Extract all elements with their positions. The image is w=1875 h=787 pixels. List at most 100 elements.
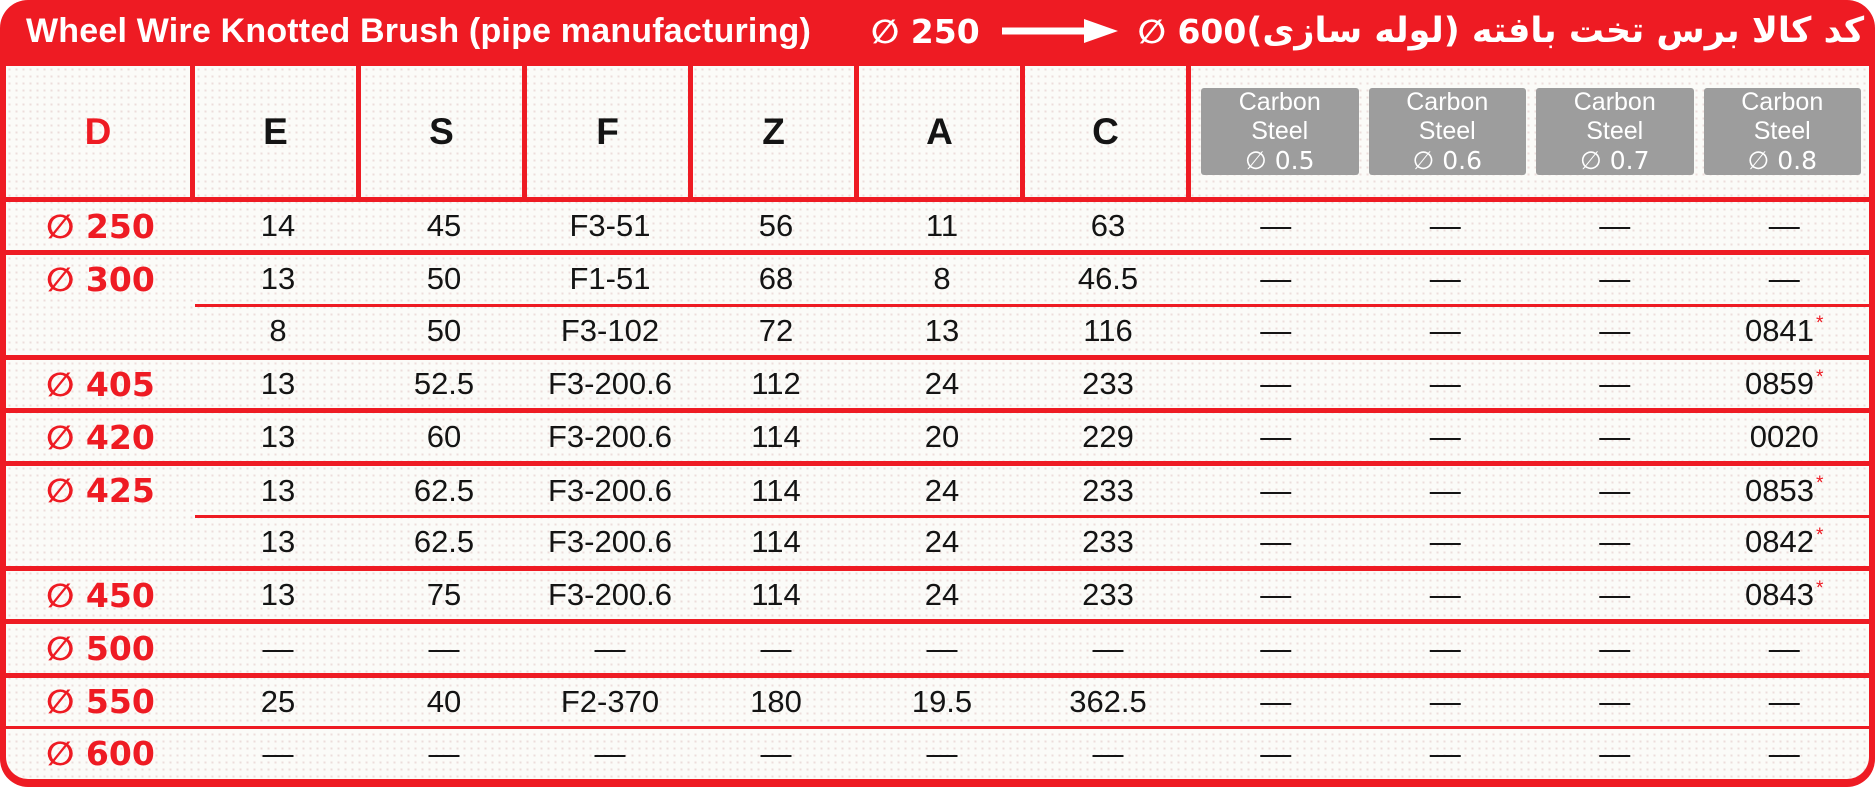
cell-c: 233 <box>1082 577 1134 613</box>
cell-f: — <box>594 630 626 666</box>
row-group-450: ∅ 450 13 75 F3-200.6 114 24 233 — — — 0843 * <box>6 566 1869 619</box>
cell-cs08: — <box>1768 683 1800 719</box>
cell-cs07: — <box>1599 630 1631 666</box>
cell-s: 50 <box>426 312 462 348</box>
carbon-steel-header-line: Steel <box>1251 117 1309 145</box>
table-row: 13 62.5 F3-200.6 114 24 233 — — — 0842 * <box>6 518 1869 566</box>
sub-row-separator <box>6 303 1869 307</box>
carbon-steel-header-line: Carbon <box>1573 88 1656 116</box>
cell-f: F3-200.6 <box>547 577 673 613</box>
cell-cs06: — <box>1429 419 1461 455</box>
cell-a: 13 <box>924 312 960 348</box>
cell-s: — <box>428 735 460 771</box>
cell-cs05: — <box>1260 630 1292 666</box>
product-code: 0843 <box>1745 577 1814 613</box>
row-group-550: ∅ 550 25 40 F2-370 180 19.5 362.5 — — — — <box>6 672 1869 726</box>
cell-d: ∅ 420 <box>46 417 155 457</box>
asterisk-marker: * <box>1815 366 1824 388</box>
cell-cs08: — <box>1768 735 1800 771</box>
cell-a: 20 <box>924 419 960 455</box>
cell-f: F3-51 <box>569 208 651 244</box>
cell-z: 68 <box>758 261 794 297</box>
cell-z: 180 <box>750 683 802 719</box>
carbon-steel-header-line: Carbon <box>1741 88 1824 116</box>
cell-e: 13 <box>260 419 296 455</box>
persian-title: کد کالا برس تخت بافته (لوله سازی) <box>1246 11 1865 51</box>
cell-cs05: — <box>1260 312 1292 348</box>
carbon-steel-header-line: Carbon <box>1406 88 1489 116</box>
column-header-z: Z <box>693 66 859 197</box>
cell-z: 72 <box>758 312 794 348</box>
diameter-range-from: ∅ 250 <box>871 11 980 51</box>
cell-cs07: — <box>1599 472 1631 508</box>
product-code: 0841 <box>1745 312 1814 348</box>
cell-d: ∅ 405 <box>46 364 155 404</box>
cell-cs07: — <box>1599 366 1631 402</box>
cell-c: 362.5 <box>1069 683 1147 719</box>
row-group-250: ∅ 250 14 45 F3-51 56 11 63 — — — — <box>6 197 1869 250</box>
row-group-425: ∅ 425 13 62.5 F3-200.6 114 24 233 — — — 0853 * 13 62.… <box>6 461 1869 566</box>
table-row: ∅ 420 13 60 F3-200.6 114 20 229 — — — 0020 <box>6 413 1869 461</box>
carbon-steel-header-line: Steel <box>1753 117 1811 145</box>
carbon-steel-header-box-2: Carbon Steel ∅ 0.7 <box>1536 88 1694 175</box>
cell-f: — <box>594 735 626 771</box>
cell-s: 60 <box>426 419 462 455</box>
cell-s: 40 <box>426 683 462 719</box>
cell-a: 24 <box>924 523 960 559</box>
column-header-s: S <box>361 66 527 197</box>
cell-cs06: — <box>1429 630 1461 666</box>
column-header-a: A <box>859 66 1025 197</box>
cell-d: ∅ 300 <box>46 259 155 299</box>
cell-cs07: — <box>1599 208 1631 244</box>
table-row: ∅ 600 — — — — — — — — — — <box>6 729 1869 779</box>
cell-e: 8 <box>269 312 287 348</box>
table-row: ∅ 405 13 52.5 F3-200.6 112 24 233 — — — 0859 * <box>6 360 1869 408</box>
cell-a: 24 <box>924 366 960 402</box>
row-group-300: ∅ 300 13 50 F1-51 68 8 46.5 — — — — 8 50 F3-102 72 13 11… <box>6 250 1869 355</box>
cell-c: 46.5 <box>1077 261 1139 297</box>
cell-f: F3-200.6 <box>547 523 673 559</box>
cell-c: 233 <box>1082 472 1134 508</box>
column-header-row: D E S F Z A C Carbon Steel ∅ 0.5 Carbon Stee… <box>6 66 1869 197</box>
cell-e: 13 <box>260 261 296 297</box>
sub-row-separator-line <box>195 303 1869 307</box>
carbon-steel-header-line: ∅ 0.6 <box>1412 146 1482 175</box>
cell-cs07: — <box>1599 735 1631 771</box>
cell-a: 8 <box>933 261 951 297</box>
page-title: Wheel Wire Knotted Brush (pipe manufactu… <box>26 11 812 50</box>
cell-cs05: — <box>1260 208 1292 244</box>
cell-cs08: — <box>1768 208 1800 244</box>
cell-a: — <box>926 735 958 771</box>
asterisk-marker: * <box>1815 577 1824 599</box>
cell-e: 13 <box>260 577 296 613</box>
cell-cs08: 0842 * <box>1700 524 1870 560</box>
cell-e: — <box>262 735 294 771</box>
cell-z: 114 <box>751 472 801 508</box>
cell-cs08: 0841 * <box>1700 313 1870 349</box>
asterisk-marker: * <box>1815 473 1824 495</box>
cell-c: 233 <box>1082 366 1134 402</box>
cell-z: 114 <box>751 523 801 559</box>
cell-cs05: — <box>1260 577 1292 613</box>
cell-cs06: — <box>1429 523 1461 559</box>
cell-cs08: — <box>1768 261 1800 297</box>
cell-e: 25 <box>260 683 296 719</box>
cell-cs06: — <box>1429 735 1461 771</box>
cell-cs06: — <box>1429 577 1461 613</box>
cell-s: 50 <box>426 261 462 297</box>
column-header-f: F <box>527 66 693 197</box>
cell-cs05: — <box>1260 472 1292 508</box>
row-group-420: ∅ 420 13 60 F3-200.6 114 20 229 — — — 0020 <box>6 408 1869 461</box>
cell-s: 45 <box>426 208 462 244</box>
carbon-steel-header-box-0: Carbon Steel ∅ 0.5 <box>1201 88 1359 175</box>
cell-z: 114 <box>751 419 801 455</box>
cell-cs07: — <box>1599 523 1631 559</box>
cell-s: 62.5 <box>413 523 475 559</box>
sub-row-separator <box>6 514 1869 518</box>
column-header-d: D <box>6 66 195 197</box>
cell-e: 13 <box>260 366 296 402</box>
cell-c: 229 <box>1082 419 1134 455</box>
cell-s: 75 <box>426 577 462 613</box>
cell-cs06: — <box>1429 261 1461 297</box>
cell-d: ∅ 550 <box>46 682 155 722</box>
